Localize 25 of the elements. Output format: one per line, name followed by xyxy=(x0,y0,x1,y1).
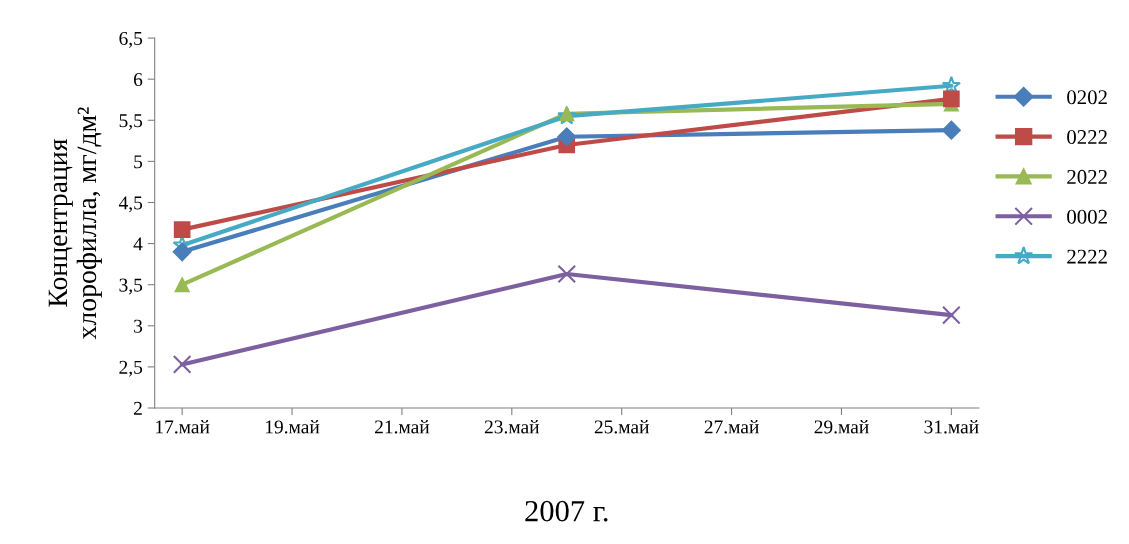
legend-label: 0202 xyxy=(1067,90,1107,105)
y-tick-label: 4,5 xyxy=(118,196,143,213)
y-tick-label: 5 xyxy=(134,155,143,169)
y-tick-label: 6 xyxy=(133,73,143,87)
y-tick-label: 3 xyxy=(134,319,143,333)
x-tick-label: 27.май xyxy=(704,419,759,434)
x-tick-label: 23.май xyxy=(484,419,540,434)
x-tick-label: 17.май xyxy=(156,419,210,434)
x-tick-label: 19.май xyxy=(265,419,320,434)
x-tick-label: 25.май xyxy=(594,419,650,434)
y-tick-label: 2,5 xyxy=(119,360,143,377)
x-tick-label: 31.май xyxy=(924,419,979,434)
x-tick-label: 21.май xyxy=(375,419,430,434)
x-axis-title: 2007 г. xyxy=(525,500,608,522)
y-tick-label: 2 xyxy=(134,401,142,415)
legend-label: 2022 xyxy=(1067,169,1107,184)
legend-label: 0222 xyxy=(1067,130,1107,145)
y-tick-label: 4 xyxy=(133,237,143,251)
legend-label: 2222 xyxy=(1067,249,1107,264)
y-axis-title: Концентрация хлорофилла, мг/дм² xyxy=(48,107,102,340)
x-tick-label: 29.май xyxy=(814,419,869,434)
y-tick-label: 6,5 xyxy=(119,31,143,48)
legend-label: 0002 xyxy=(1067,209,1107,224)
y-tick-label: 5,5 xyxy=(119,114,143,131)
y-tick-label: 3,5 xyxy=(119,278,143,295)
